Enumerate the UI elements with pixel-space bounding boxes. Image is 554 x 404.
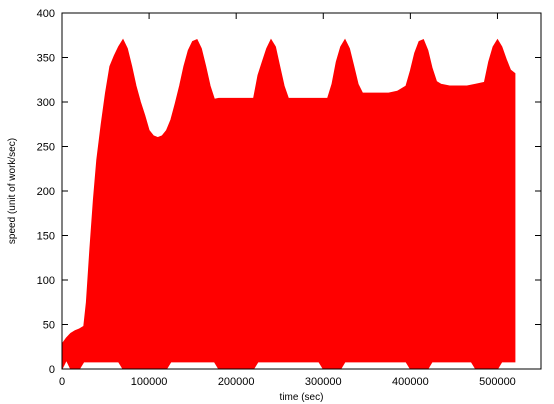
x-tick-label: 400000: [392, 376, 429, 388]
y-tick-label: 150: [37, 231, 55, 243]
plot-frame: [61, 12, 542, 370]
x-tick-label: 100000: [131, 376, 168, 388]
y-tick-label: 250: [37, 142, 55, 154]
speed-series-area: [61, 38, 516, 370]
y-axis-label: speed (unit of work/sec): [7, 138, 18, 244]
x-axis-label: time (sec): [280, 392, 324, 403]
ticks-layer: 0 50 100 150 200 250 300 350 400 0 100000 200000 300…: [37, 8, 541, 388]
x-tick-label: 500000: [479, 376, 516, 388]
y-tick-label: 200: [37, 186, 55, 198]
x-tick-label: 200000: [218, 376, 255, 388]
y-tick-label: 300: [37, 97, 55, 109]
y-tick-label: 350: [37, 53, 55, 65]
y-tick-label: 50: [43, 320, 55, 332]
x-tick-label: 0: [59, 376, 65, 388]
x-tick-label: 300000: [305, 376, 342, 388]
y-tick-label: 0: [49, 364, 55, 376]
y-tick-label: 100: [37, 275, 55, 287]
data-layer: [61, 38, 516, 370]
y-tick-label: 400: [37, 8, 55, 20]
